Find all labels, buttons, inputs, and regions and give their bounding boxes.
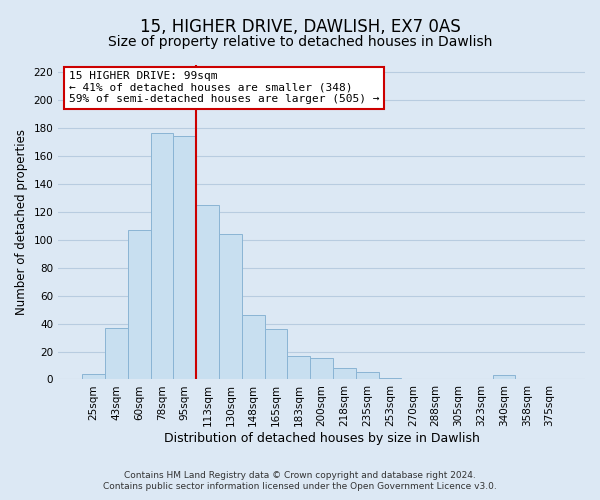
Bar bbox=[310, 358, 333, 380]
Bar bbox=[196, 205, 219, 380]
Bar bbox=[82, 374, 105, 380]
Bar bbox=[333, 368, 356, 380]
Bar bbox=[493, 376, 515, 380]
X-axis label: Distribution of detached houses by size in Dawlish: Distribution of detached houses by size … bbox=[164, 432, 479, 445]
Bar bbox=[356, 372, 379, 380]
Text: 15 HIGHER DRIVE: 99sqm
← 41% of detached houses are smaller (348)
59% of semi-de: 15 HIGHER DRIVE: 99sqm ← 41% of detached… bbox=[69, 72, 379, 104]
Bar bbox=[173, 136, 196, 380]
Bar bbox=[105, 328, 128, 380]
Text: 15, HIGHER DRIVE, DAWLISH, EX7 0AS: 15, HIGHER DRIVE, DAWLISH, EX7 0AS bbox=[140, 18, 460, 36]
Text: Contains public sector information licensed under the Open Government Licence v3: Contains public sector information licen… bbox=[103, 482, 497, 491]
Bar bbox=[265, 329, 287, 380]
Bar bbox=[379, 378, 401, 380]
Bar bbox=[128, 230, 151, 380]
Y-axis label: Number of detached properties: Number of detached properties bbox=[15, 129, 28, 315]
Bar bbox=[219, 234, 242, 380]
Text: Contains HM Land Registry data © Crown copyright and database right 2024.: Contains HM Land Registry data © Crown c… bbox=[124, 471, 476, 480]
Bar bbox=[287, 356, 310, 380]
Text: Size of property relative to detached houses in Dawlish: Size of property relative to detached ho… bbox=[108, 35, 492, 49]
Bar bbox=[151, 134, 173, 380]
Bar bbox=[242, 315, 265, 380]
